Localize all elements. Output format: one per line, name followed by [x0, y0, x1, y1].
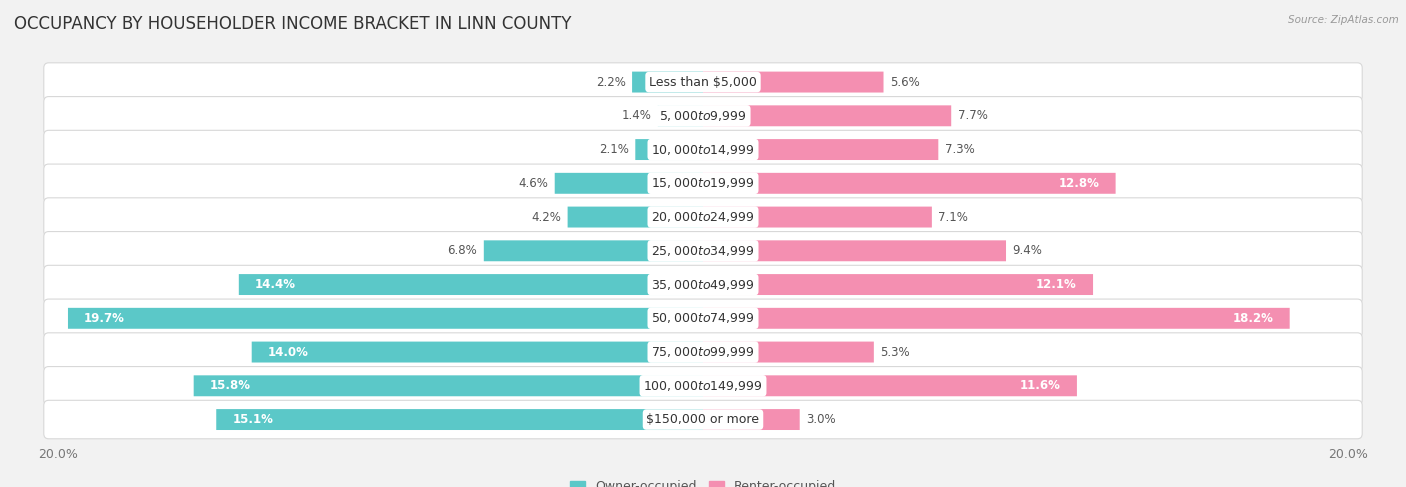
Text: 14.0%: 14.0%	[267, 346, 309, 358]
Text: OCCUPANCY BY HOUSEHOLDER INCOME BRACKET IN LINN COUNTY: OCCUPANCY BY HOUSEHOLDER INCOME BRACKET …	[14, 15, 572, 33]
FancyBboxPatch shape	[703, 241, 1007, 261]
Text: 12.8%: 12.8%	[1059, 177, 1099, 190]
Text: 9.4%: 9.4%	[1012, 244, 1042, 257]
Text: 12.1%: 12.1%	[1036, 278, 1077, 291]
Text: $75,000 to $99,999: $75,000 to $99,999	[651, 345, 755, 359]
FancyBboxPatch shape	[67, 308, 703, 329]
FancyBboxPatch shape	[568, 206, 703, 227]
FancyBboxPatch shape	[555, 173, 703, 194]
FancyBboxPatch shape	[44, 299, 1362, 337]
Legend: Owner-occupied, Renter-occupied: Owner-occupied, Renter-occupied	[565, 475, 841, 487]
Text: 5.3%: 5.3%	[880, 346, 910, 358]
FancyBboxPatch shape	[44, 333, 1362, 371]
Text: 6.8%: 6.8%	[447, 244, 478, 257]
Text: $35,000 to $49,999: $35,000 to $49,999	[651, 278, 755, 292]
FancyBboxPatch shape	[633, 72, 703, 93]
Text: $50,000 to $74,999: $50,000 to $74,999	[651, 311, 755, 325]
FancyBboxPatch shape	[703, 274, 1092, 295]
Text: 7.7%: 7.7%	[957, 109, 987, 122]
Text: 4.6%: 4.6%	[519, 177, 548, 190]
FancyBboxPatch shape	[239, 274, 703, 295]
Text: 4.2%: 4.2%	[531, 210, 561, 224]
Text: 15.1%: 15.1%	[232, 413, 273, 426]
Text: 5.6%: 5.6%	[890, 75, 920, 89]
FancyBboxPatch shape	[44, 63, 1362, 101]
Text: 7.3%: 7.3%	[945, 143, 974, 156]
Text: $10,000 to $14,999: $10,000 to $14,999	[651, 143, 755, 156]
Text: $5,000 to $9,999: $5,000 to $9,999	[659, 109, 747, 123]
FancyBboxPatch shape	[44, 265, 1362, 304]
Text: 14.4%: 14.4%	[254, 278, 295, 291]
FancyBboxPatch shape	[44, 367, 1362, 405]
Text: $100,000 to $149,999: $100,000 to $149,999	[644, 379, 762, 393]
FancyBboxPatch shape	[636, 139, 703, 160]
Text: 3.0%: 3.0%	[806, 413, 835, 426]
Text: 18.2%: 18.2%	[1233, 312, 1274, 325]
FancyBboxPatch shape	[44, 164, 1362, 203]
FancyBboxPatch shape	[703, 206, 932, 227]
FancyBboxPatch shape	[44, 96, 1362, 135]
FancyBboxPatch shape	[217, 409, 703, 430]
FancyBboxPatch shape	[703, 308, 1289, 329]
FancyBboxPatch shape	[44, 400, 1362, 439]
FancyBboxPatch shape	[703, 139, 938, 160]
FancyBboxPatch shape	[703, 173, 1115, 194]
FancyBboxPatch shape	[252, 341, 703, 362]
FancyBboxPatch shape	[484, 241, 703, 261]
Text: 11.6%: 11.6%	[1019, 379, 1060, 393]
FancyBboxPatch shape	[703, 105, 952, 126]
Text: 15.8%: 15.8%	[209, 379, 250, 393]
Text: 2.1%: 2.1%	[599, 143, 628, 156]
Text: 7.1%: 7.1%	[938, 210, 969, 224]
FancyBboxPatch shape	[44, 198, 1362, 236]
FancyBboxPatch shape	[703, 341, 875, 362]
Text: $150,000 or more: $150,000 or more	[647, 413, 759, 426]
Text: $20,000 to $24,999: $20,000 to $24,999	[651, 210, 755, 224]
FancyBboxPatch shape	[44, 131, 1362, 169]
FancyBboxPatch shape	[44, 232, 1362, 270]
Text: $15,000 to $19,999: $15,000 to $19,999	[651, 176, 755, 190]
FancyBboxPatch shape	[194, 375, 703, 396]
Text: $25,000 to $34,999: $25,000 to $34,999	[651, 244, 755, 258]
Text: Less than $5,000: Less than $5,000	[650, 75, 756, 89]
FancyBboxPatch shape	[658, 105, 703, 126]
FancyBboxPatch shape	[703, 375, 1077, 396]
FancyBboxPatch shape	[703, 72, 883, 93]
FancyBboxPatch shape	[703, 409, 800, 430]
Text: 19.7%: 19.7%	[84, 312, 125, 325]
Text: 1.4%: 1.4%	[621, 109, 651, 122]
Text: 2.2%: 2.2%	[596, 75, 626, 89]
Text: Source: ZipAtlas.com: Source: ZipAtlas.com	[1288, 15, 1399, 25]
